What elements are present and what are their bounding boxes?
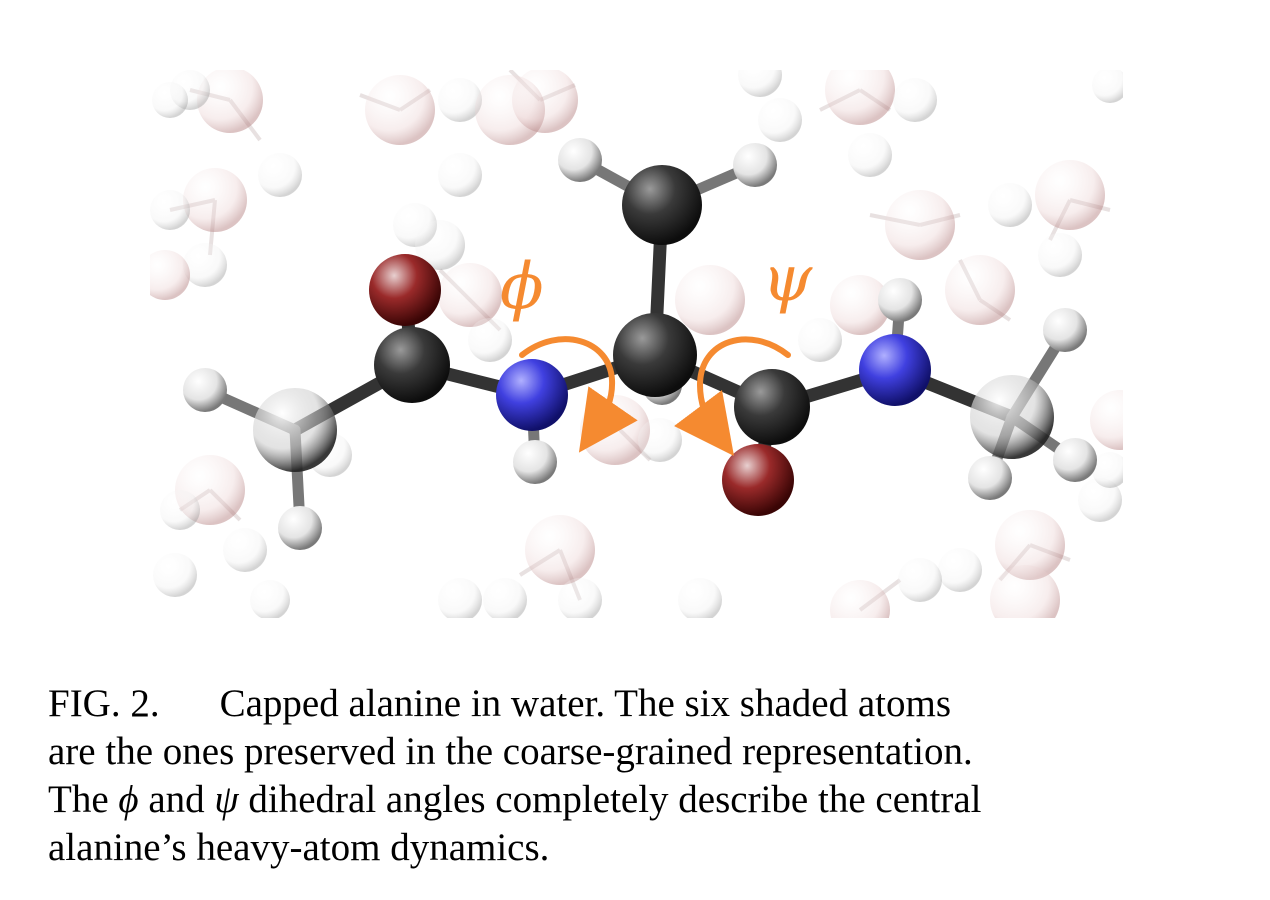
nitrogen-atom <box>496 359 568 431</box>
caption-word-the: The <box>48 778 109 821</box>
carbon-atom-cap-right <box>970 375 1054 459</box>
caption-psi: ψ <box>214 778 239 821</box>
oxygen-atom <box>369 254 441 326</box>
caption-line-3: The ϕ and ψ dihedral angles completely d… <box>48 776 1228 824</box>
hydrogen-atom <box>558 138 602 182</box>
water-background <box>150 70 1123 618</box>
psi-rotation-arrow <box>674 336 791 457</box>
hydrogen-atom <box>183 368 227 412</box>
hydrogen-atom <box>1043 308 1087 352</box>
carbon-atom-methyl <box>622 165 702 245</box>
caption-line-1: FIG. 2. Capped alanine in water. The six … <box>48 680 1228 728</box>
carbon-atom-cap-left <box>253 388 337 472</box>
carbon-atom <box>734 369 810 445</box>
hydrogen-atom <box>968 456 1012 500</box>
carbon-atom <box>374 327 450 403</box>
caption-word-and: and <box>148 778 205 821</box>
caption-line-2: are the ones preserved in the coarse-gra… <box>48 730 973 773</box>
carbon-atom-alpha <box>613 313 697 397</box>
hydrogen-atom <box>278 506 322 550</box>
figure-caption: FIG. 2. Capped alanine in water. The six … <box>48 680 1228 872</box>
psi-label: ψ <box>762 242 813 316</box>
hydrogen-atom <box>733 143 777 187</box>
hydrogen-atom <box>513 440 557 484</box>
dihedral-arrows <box>519 336 791 457</box>
phi-rotation-arrow <box>519 336 638 453</box>
phi-label: ϕ <box>500 250 544 324</box>
caption-text-3: dihedral angles completely describe the … <box>248 778 982 821</box>
caption-line-4: alanine’s heavy-atom dynamics. <box>48 826 550 869</box>
oxygen-atom <box>722 444 794 516</box>
molecule-atoms <box>183 138 1097 550</box>
caption-phi: ϕ <box>118 778 139 821</box>
caption-text-1: Capped alanine in water. The six shaded … <box>219 682 952 725</box>
hydrogen-atom <box>1053 438 1097 482</box>
figure-label: FIG. 2. <box>48 682 160 725</box>
hydrogen-atom <box>878 278 922 322</box>
nitrogen-atom <box>859 334 931 406</box>
